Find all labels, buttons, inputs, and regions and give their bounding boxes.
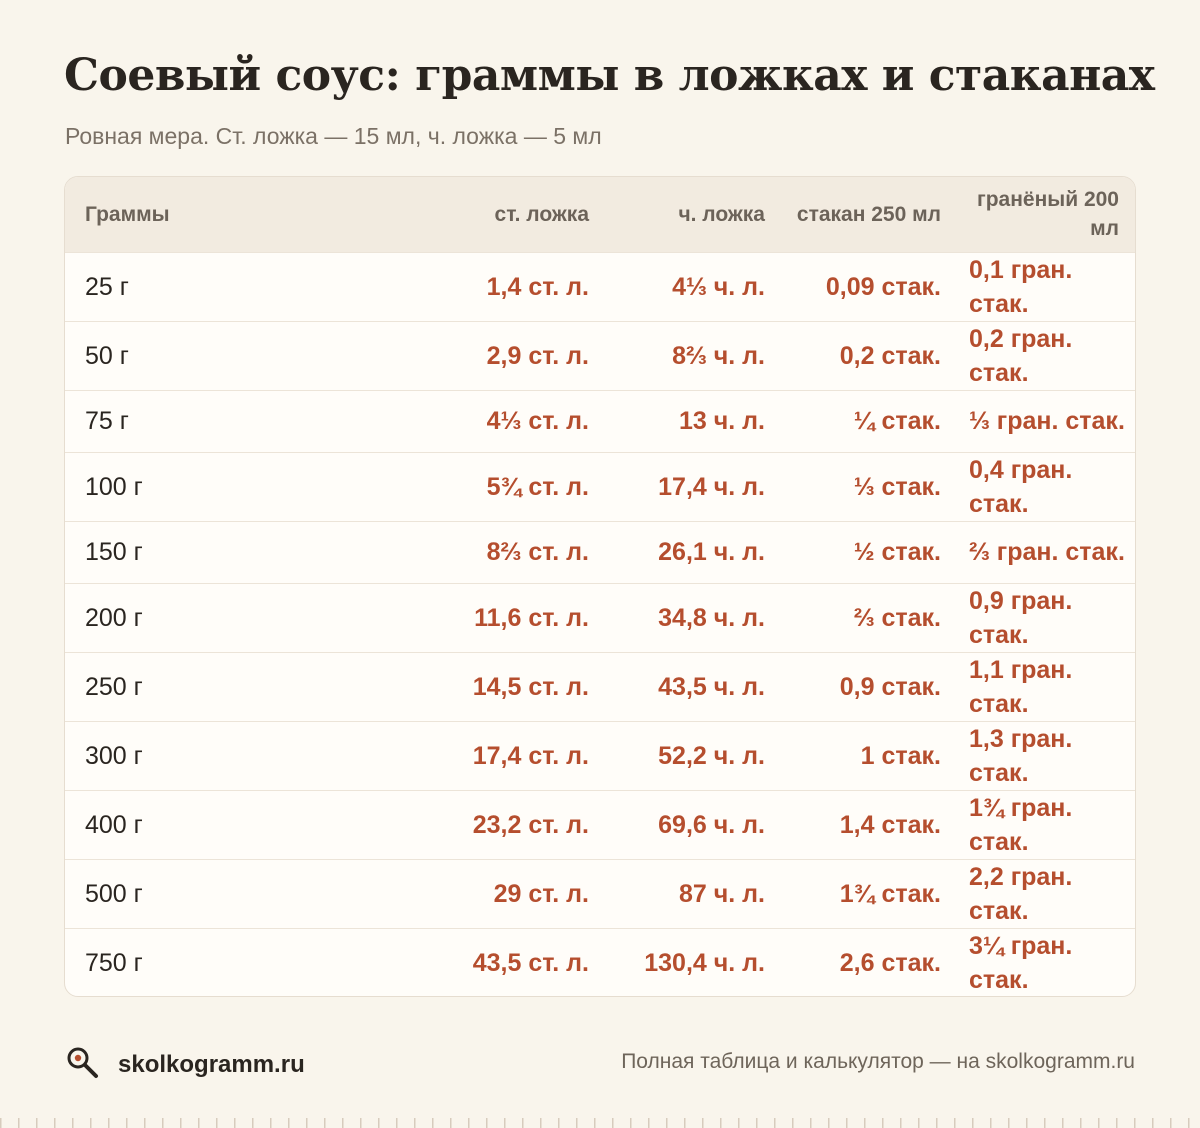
table-body: 25 г 1,4 ст. л. 4⅓ ч. л. 0,09 стак. 0,1 гран… [65,252,1135,996]
tablespoon-cell: 29 ст. л. [493,879,589,908]
grams-cell: 50 г [85,341,129,370]
tablespoon-cell: 5¾ ст. л. [486,472,589,501]
faceted-glass-200-cell: ⅓ гран. стак. [969,407,1125,435]
teaspoon-cell: 52,2 ч. л. [658,741,765,770]
glass-250-cell: ⅓ стак. [853,472,941,501]
glass-250-cell: ¼ стак. [853,407,941,435]
table-row: 200 г 11,6 ст. л. 34,8 ч. л. ⅔ стак. 0,9 гра… [65,583,1135,652]
col-header-teaspoon: ч. ложка [678,202,765,226]
grams-cell: 75 г [85,407,129,435]
table-row: 150 г 8⅔ ст. л. 26,1 ч. л. ½ стак. ⅔ гран. с… [65,521,1135,583]
tablespoon-cell: 4⅓ ст. л. [486,407,589,435]
glass-250-cell: 2,6 стак. [839,948,941,977]
table-row: 300 г 17,4 ст. л. 52,2 ч. л. 1 стак. 1,3 гра… [65,721,1135,790]
footer-brand[interactable]: skolkogramm.ru [64,1044,305,1085]
teaspoon-cell: 43,5 ч. л. [658,672,765,701]
page-subtitle: Ровная мера. Ст. ложка — 15 мл, ч. ложка… [65,123,602,149]
faceted-glass-200-cell: 2,2 гран. стак. [969,862,1073,925]
col-header-glass-250: стакан 250 мл [796,202,941,226]
conversion-table-card: Граммы ст. ложка ч. ложка стакан 250 мл … [64,176,1136,997]
faceted-glass-200-cell: ⅔ гран. стак. [969,538,1125,566]
tablespoon-cell: 23,2 ст. л. [472,810,589,839]
glass-250-cell: ⅔ стак. [853,603,941,632]
glass-250-cell: ½ стак. [853,538,941,566]
table-row: 75 г 4⅓ ст. л. 13 ч. л. ¼ стак. ⅓ гран. стак… [65,390,1135,452]
table-row: 500 г 29 ст. л. 87 ч. л. 1¾ стак. 2,2 гран. … [65,859,1135,928]
col-header-grams: Граммы [85,202,170,226]
teaspoon-cell: 26,1 ч. л. [658,538,765,566]
tablespoon-cell: 2,9 ст. л. [486,341,589,370]
glass-250-cell: 0,2 стак. [839,341,941,370]
faceted-glass-200-cell: 1,3 гран. стак. [969,724,1073,787]
grams-cell: 500 г [85,879,143,908]
tablespoon-cell: 17,4 ст. л. [472,741,589,770]
col-header-faceted-glass-200: гранёный 200 мл [976,188,1119,241]
tablespoon-cell: 14,5 ст. л. [472,672,589,701]
table-row: 250 г 14,5 ст. л. 43,5 ч. л. 0,9 стак. 1,1 г… [65,652,1135,721]
teaspoon-cell: 8⅔ ч. л. [672,341,765,370]
table-header-row: Граммы ст. ложка ч. ложка стакан 250 мл … [65,177,1135,252]
brand-name: skolkogramm.ru [118,1050,305,1078]
magnifier-icon [64,1044,100,1085]
faceted-glass-200-cell: 0,9 гран. стак. [969,586,1073,649]
faceted-glass-200-cell: 3¼ гран. стак. [969,931,1073,994]
teaspoon-cell: 17,4 ч. л. [658,472,765,501]
table-row: 25 г 1,4 ст. л. 4⅓ ч. л. 0,09 стак. 0,1 гран… [65,252,1135,321]
teaspoon-cell: 34,8 ч. л. [658,603,765,632]
faceted-glass-200-cell: 1¾ гран. стак. [969,793,1073,856]
glass-250-cell: 1 стак. [860,741,941,770]
table-row: 750 г 43,5 ст. л. 130,4 ч. л. 2,6 стак. 3¼ г… [65,928,1135,996]
footer-note: Полная таблица и калькулятор — на skolko… [621,1050,1135,1073]
col-header-tablespoon: ст. ложка [494,202,589,226]
table-header: Граммы ст. ложка ч. ложка стакан 250 мл … [65,177,1135,252]
grams-cell: 25 г [85,272,129,301]
grams-cell: 200 г [85,603,143,632]
table-row: 100 г 5¾ ст. л. 17,4 ч. л. ⅓ стак. 0,4 гран.… [65,452,1135,521]
faceted-glass-200-cell: 1,1 гран. стак. [969,655,1073,718]
teaspoon-cell: 69,6 ч. л. [658,810,765,839]
faceted-glass-200-cell: 0,2 гран. стак. [969,324,1073,387]
faceted-glass-200-cell: 0,4 гран. стак. [969,455,1073,518]
grams-cell: 300 г [85,741,143,770]
teaspoon-cell: 130,4 ч. л. [644,948,765,977]
glass-250-cell: 1,4 стак. [839,810,941,839]
faceted-glass-200-cell: 0,1 гран. стак. [969,255,1073,318]
teaspoon-cell: 4⅓ ч. л. [672,272,765,301]
glass-250-cell: 1¾ стак. [839,879,941,908]
teaspoon-cell: 13 ч. л. [679,407,765,435]
teaspoon-cell: 87 ч. л. [679,879,765,908]
table-row: 400 г 23,2 ст. л. 69,6 ч. л. 1,4 стак. 1¾ гр… [65,790,1135,859]
grams-cell: 250 г [85,672,143,701]
tablespoon-cell: 1,4 ст. л. [486,272,589,301]
glass-250-cell: 0,09 стак. [825,272,941,301]
grams-cell: 400 г [85,810,143,839]
grams-cell: 750 г [85,948,143,977]
conversion-table: Граммы ст. ложка ч. ложка стакан 250 мл … [65,177,1135,996]
glass-250-cell: 0,9 стак. [839,672,941,701]
table-row: 50 г 2,9 ст. л. 8⅔ ч. л. 0,2 стак. 0,2 гран.… [65,321,1135,390]
tablespoon-cell: 43,5 ст. л. [472,948,589,977]
ruler-decoration [0,1112,1200,1128]
tablespoon-cell: 11,6 ст. л. [474,603,589,632]
grams-cell: 100 г [85,472,143,501]
tablespoon-cell: 8⅔ ст. л. [486,538,589,566]
page-title: Соевый соус: граммы в ложках и стаканах [64,50,1155,101]
grams-cell: 150 г [85,538,143,566]
